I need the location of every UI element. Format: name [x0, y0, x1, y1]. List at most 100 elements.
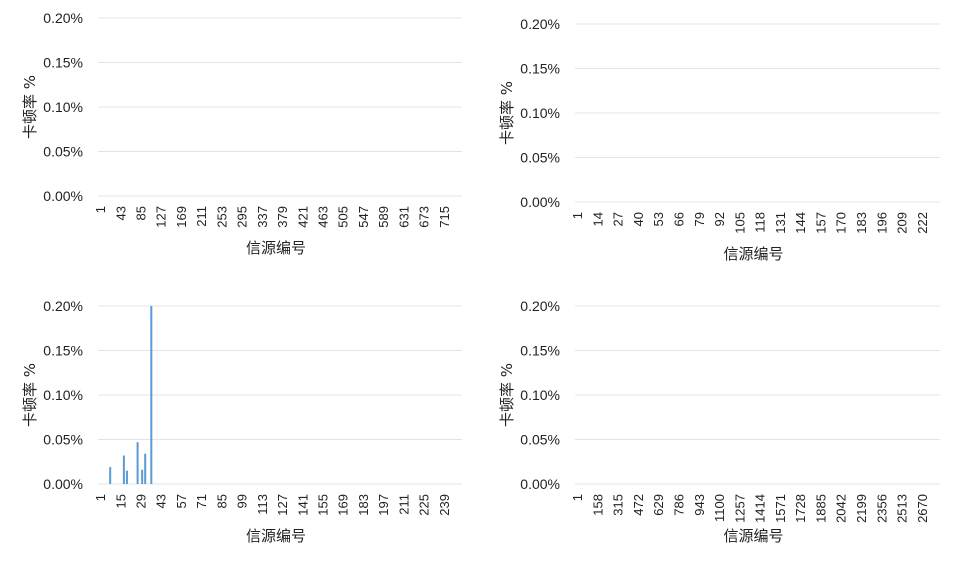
x-tick-label: 71 [194, 494, 209, 508]
x-tick-label: 2042 [834, 494, 849, 523]
chart-2: 0.00% 0.05% 0.10% 0.15% 0.20% 1 14 27 40 53 66 79 92… [498, 16, 940, 263]
x-tick-label: 2670 [915, 494, 930, 523]
x-axis-label: 信源编号 [723, 527, 783, 545]
x-tick-label: 85 [134, 206, 149, 220]
x-tick-label: 79 [692, 212, 707, 226]
y-axis-label: 卡顿率 % [21, 363, 39, 427]
x-tick-label: 43 [113, 206, 128, 220]
y-tick-label: 0.00% [520, 194, 560, 210]
x-tick-label: 15 [113, 494, 128, 508]
x-tick-label: 505 [336, 206, 351, 228]
x-tick-label: 211 [396, 494, 411, 515]
x-tick-label: 421 [295, 206, 310, 228]
y-tick-label: 0.20% [520, 298, 560, 314]
x-tick-label: 379 [275, 206, 290, 228]
x-tick-label: 127 [275, 494, 290, 516]
x-tick-label: 157 [813, 212, 828, 234]
x-tick-label: 2356 [874, 494, 889, 523]
x-tick-label: 222 [915, 212, 930, 234]
bar [109, 467, 112, 484]
bar [144, 453, 147, 484]
x-tick-label: 197 [376, 494, 391, 516]
x-tick-label: 239 [437, 494, 452, 516]
x-tick-label: 169 [174, 206, 189, 228]
y-tick-label: 0.15% [520, 343, 560, 359]
x-tick-label: 113 [255, 494, 270, 515]
y-tick-label: 0.10% [43, 99, 83, 115]
x-tick-label: 155 [316, 494, 331, 516]
x-tick-label: 715 [437, 206, 452, 228]
y-tick-label: 0.00% [520, 476, 560, 492]
y-tick-label: 0.10% [43, 387, 83, 403]
x-axis-label: 信源编号 [246, 239, 306, 257]
x-tick-label: 99 [235, 494, 250, 508]
x-tick-label: 1257 [732, 494, 747, 523]
x-tick-label: 589 [376, 206, 391, 228]
x-tick-label: 337 [255, 206, 270, 228]
x-tick-label: 1 [570, 494, 585, 501]
chart-1: 0.00% 0.05% 0.10% 0.15% 0.20% 1 43 85 127 169 211 2… [21, 10, 462, 257]
x-tick-label: 27 [611, 212, 626, 226]
y-tick-label: 0.05% [520, 150, 560, 166]
x-tick-label: 105 [732, 212, 747, 234]
x-tick-label: 170 [834, 212, 849, 234]
x-tick-label: 315 [611, 494, 626, 516]
x-tick-label: 209 [895, 212, 910, 234]
x-tick-label: 158 [590, 494, 605, 516]
x-tick-label: 118 [753, 212, 768, 233]
x-tick-label: 673 [417, 206, 432, 228]
x-tick-label: 66 [671, 212, 686, 226]
x-tick-label: 183 [356, 494, 371, 516]
x-tick-label: 144 [793, 212, 808, 234]
bar [122, 455, 125, 484]
y-axis-label: 卡顿率 % [21, 75, 39, 139]
y-tick-label: 0.10% [520, 387, 560, 403]
y-tick-label: 0.20% [43, 10, 83, 26]
x-tick-label: 141 [295, 494, 310, 516]
y-axis-label: 卡顿率 % [498, 81, 516, 145]
y-axis-label: 卡顿率 % [498, 363, 516, 427]
y-tick-label: 0.15% [43, 55, 83, 71]
y-tick-label: 0.10% [520, 105, 560, 121]
x-tick-label: 1 [93, 206, 108, 213]
x-tick-label: 211 [194, 206, 209, 227]
x-tick-label: 85 [214, 494, 229, 508]
x-axis-label: 信源编号 [246, 527, 306, 545]
x-tick-label: 943 [692, 494, 707, 516]
x-tick-label: 463 [316, 206, 331, 228]
chart-3: 0.00% 0.05% 0.10% 0.15% 0.20% 1 15 29 43 57 71 85 99… [21, 298, 462, 545]
x-tick-label: 631 [396, 206, 411, 228]
x-tick-label: 2199 [854, 494, 869, 523]
x-tick-label: 57 [174, 494, 189, 508]
x-tick-label: 43 [154, 494, 169, 508]
y-tick-label: 0.20% [520, 16, 560, 32]
x-tick-label: 1414 [753, 494, 768, 523]
x-tick-label: 92 [712, 212, 727, 226]
x-tick-label: 14 [590, 212, 605, 226]
x-tick-label: 1100 [712, 494, 727, 522]
y-tick-label: 0.20% [43, 298, 83, 314]
y-tick-label: 0.05% [43, 144, 83, 160]
x-tick-label: 253 [214, 206, 229, 228]
y-tick-label: 0.05% [43, 432, 83, 448]
x-tick-label: 547 [356, 206, 371, 228]
bar [150, 306, 153, 484]
y-tick-label: 0.15% [43, 343, 83, 359]
x-tick-label: 169 [336, 494, 351, 516]
y-tick-label: 0.05% [520, 432, 560, 448]
x-tick-label: 295 [235, 206, 250, 228]
chart-4: 0.00% 0.05% 0.10% 0.15% 0.20% 1 158 315 472 629 78… [498, 298, 940, 545]
x-tick-label: 131 [773, 212, 788, 234]
x-tick-label: 225 [417, 494, 432, 516]
x-tick-label: 40 [631, 212, 646, 226]
y-tick-label: 0.15% [520, 61, 560, 77]
bar [125, 470, 128, 484]
x-tick-label: 1728 [793, 494, 808, 523]
x-tick-label: 1 [93, 494, 108, 501]
bar [141, 469, 144, 484]
x-tick-label: 629 [651, 494, 666, 516]
x-tick-label: 786 [671, 494, 686, 516]
bar [136, 442, 139, 484]
x-tick-label: 472 [631, 494, 646, 516]
